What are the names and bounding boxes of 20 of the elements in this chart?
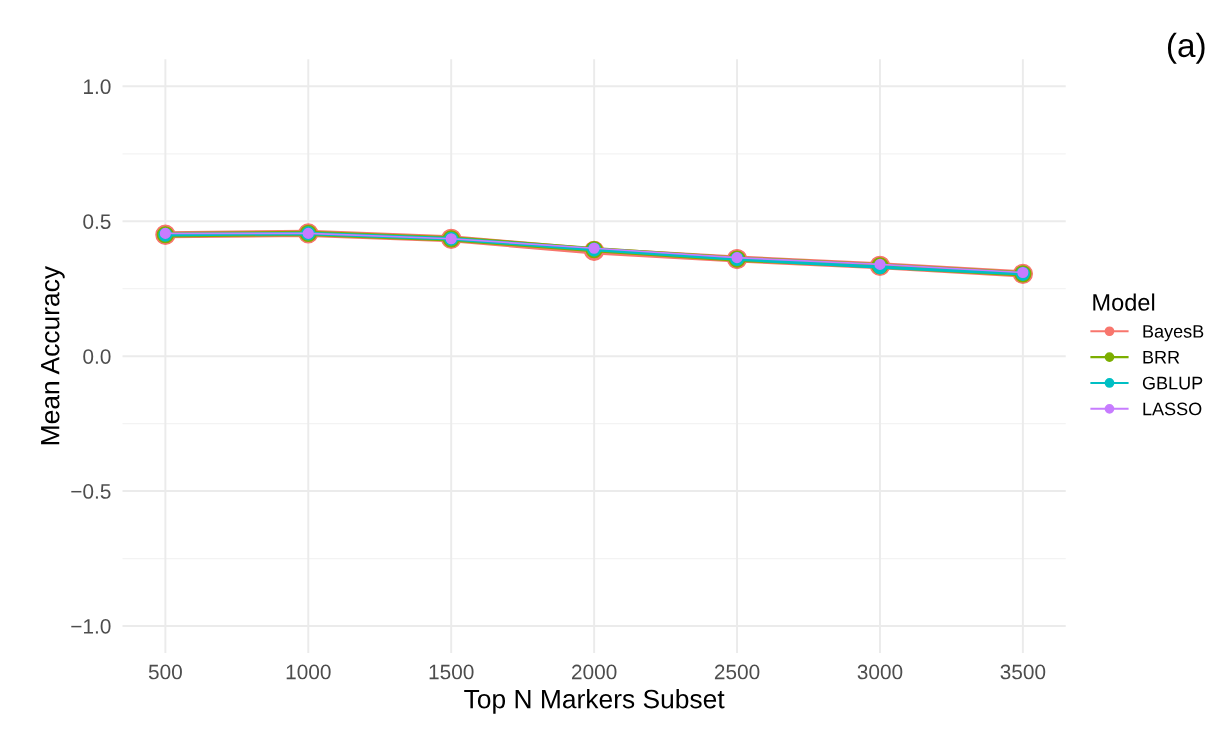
- y-tick-label: 0.5: [83, 214, 111, 229]
- x-tick-label: 1000: [286, 664, 331, 680]
- y-tick-label: 1.0: [84, 79, 111, 95]
- legend-label: BayesB: [1143, 325, 1204, 342]
- legend-label: BRR: [1143, 351, 1180, 364]
- y-tick-label: 0.0: [83, 349, 111, 364]
- legend-label: LASSO: [1143, 402, 1202, 416]
- x-tick-label: 500: [148, 664, 182, 680]
- y-axis-title: Mean Accuracy: [41, 266, 65, 445]
- x-tick-label: 2000: [572, 664, 617, 680]
- x-tick-label: 2500: [714, 664, 760, 680]
- x-tick-label: 3500: [1000, 664, 1046, 680]
- legend-label: GBLUP: [1142, 376, 1203, 390]
- x-tick-label: 3000: [857, 664, 903, 680]
- legend-title: Model: [1093, 293, 1155, 311]
- y-tick-label: −0.5: [71, 484, 111, 499]
- y-tick-label: −1.0: [71, 618, 111, 634]
- x-axis-title: Top N Markers Subset: [464, 689, 725, 714]
- text: (a): [1167, 32, 1205, 64]
- x-tick-label: 1500: [429, 664, 474, 680]
